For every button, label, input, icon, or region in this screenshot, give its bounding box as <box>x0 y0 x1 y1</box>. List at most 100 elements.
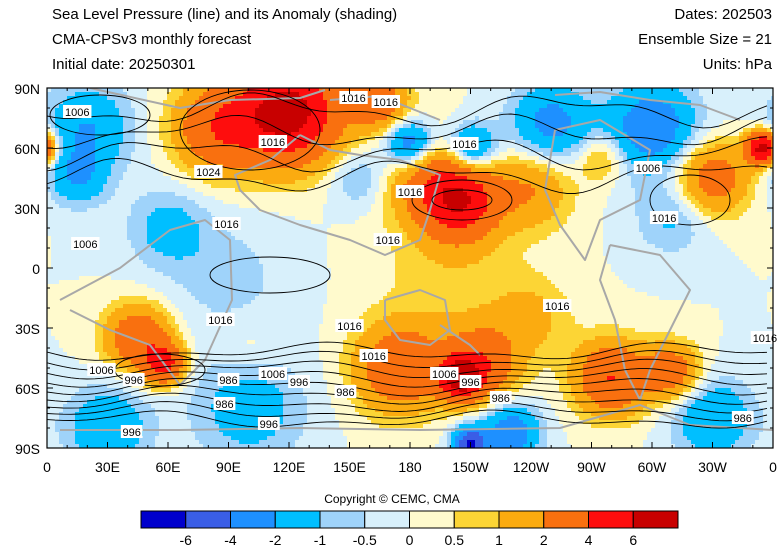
contour-label-bg <box>335 319 364 332</box>
contour-label-bg <box>371 95 400 108</box>
contour-label-bg <box>217 373 240 386</box>
y-tick-label: 90N <box>14 81 40 97</box>
contour-label-bg <box>257 417 280 430</box>
contour-label-bg <box>122 373 145 386</box>
contour-label-bg <box>258 367 288 380</box>
contour-label: 986 <box>492 393 510 405</box>
colorbar-swatch <box>498 510 545 529</box>
colorbar-label: 1 <box>495 532 503 548</box>
copyright-text: Copyright © CEMC, CMA <box>324 492 460 506</box>
contour-label-bg <box>334 385 357 398</box>
contour-label-bg <box>649 211 679 224</box>
y-tick-label: 30N <box>14 201 40 217</box>
contour-label: 1024 <box>196 167 220 179</box>
contour-label: 1006 <box>73 239 97 251</box>
contour-label: 1006 <box>65 107 89 119</box>
contour-label: 1016 <box>261 137 285 149</box>
colorbar-label: 6 <box>629 532 637 548</box>
contour-label-bg <box>194 165 223 178</box>
contour-label: 996 <box>125 375 143 387</box>
colorbar-label: 0 <box>406 532 414 548</box>
contour-label-bg <box>206 313 235 326</box>
contour-label-bg <box>430 367 459 380</box>
colorbar-swatch <box>140 510 187 529</box>
contour-label: 1016 <box>341 93 365 105</box>
colorbar-swatch <box>274 510 321 529</box>
contour-label-bg <box>731 411 754 424</box>
x-tick-label: 0 <box>769 459 777 475</box>
colorbar-swatch <box>409 510 455 529</box>
contour-label-bg <box>258 135 288 148</box>
contour-label-bg <box>489 391 512 404</box>
colorbar-swatch <box>319 510 366 529</box>
contour-label-bg <box>633 161 663 174</box>
colorbar-swatch <box>632 510 679 529</box>
x-tick-label: 30W <box>698 459 728 475</box>
contour-label: 1006 <box>89 365 113 377</box>
contour-label: 996 <box>260 419 278 431</box>
contour-label: 1016 <box>214 219 238 231</box>
contour-labels: 1016 1016 1006 1016 1016 1024 1016 1006 1016 1016… <box>63 91 780 439</box>
contour-label: 986 <box>336 387 354 399</box>
units-label: Units: hPa <box>702 56 772 73</box>
forecast-dates: Dates: 202503 <box>674 6 772 23</box>
colorbar-label: -2 <box>269 532 282 548</box>
chart-subtitle: CMA-CPSv3 monthly forecast <box>52 31 252 48</box>
y-tick-label: 0 <box>32 261 40 277</box>
contour-label-bg <box>543 299 572 312</box>
x-tick-label: 60E <box>156 459 181 475</box>
x-tick-label: 150W <box>452 459 489 475</box>
contour-label: 986 <box>734 413 752 425</box>
contour-label-bg <box>288 375 310 388</box>
x-tick-label: 90E <box>216 459 241 475</box>
x-tick-label: 60W <box>638 459 668 475</box>
contour-label: 1016 <box>337 321 361 333</box>
y-tick-label: 60N <box>14 141 40 157</box>
y-tick-label: 90S <box>15 441 40 457</box>
contour-label: 1016 <box>208 315 232 327</box>
colorbar-swatch <box>364 510 410 529</box>
colorbar-swatch <box>588 510 634 529</box>
x-tick-label: 30E <box>95 459 120 475</box>
y-tick-label: 60S <box>15 381 40 397</box>
contour-label: 1016 <box>361 351 385 363</box>
contour-label-bg <box>750 331 780 344</box>
contour-label-bg <box>359 349 388 362</box>
contour-label-bg <box>395 185 425 198</box>
contour-label: 996 <box>123 427 141 439</box>
colorbar-label: 4 <box>585 532 593 548</box>
x-tick-label: 90W <box>577 459 607 475</box>
contour-label: 996 <box>461 377 479 389</box>
contour-label-bg <box>87 363 116 376</box>
colorbar-label: -4 <box>224 532 237 548</box>
contour-label: 1016 <box>753 333 777 345</box>
contour-label: 1016 <box>452 139 476 151</box>
contour-label-bg <box>339 91 368 104</box>
contour-label: 1016 <box>652 213 676 225</box>
colorbar-label: -1 <box>314 532 327 548</box>
colorbar-swatch <box>185 510 231 529</box>
contour-label: 1016 <box>398 187 422 199</box>
contour-label: 986 <box>215 399 233 411</box>
x-tick-label: 0 <box>43 459 51 475</box>
x-tick-label: 180 <box>398 459 422 475</box>
contour-label-bg <box>71 237 100 250</box>
x-tick-label: 120W <box>513 459 550 475</box>
x-tick-label: 120E <box>273 459 306 475</box>
colorbar-label: -0.5 <box>353 532 377 548</box>
contour-label-bg <box>63 105 92 118</box>
colorbar-swatch <box>230 510 276 529</box>
ensemble-size: Ensemble Size = 21 <box>638 31 772 48</box>
contour-label: 1006 <box>636 163 660 175</box>
coastlines <box>59 88 773 431</box>
contour-label: 1016 <box>545 301 569 313</box>
colorbar-label: -6 <box>180 532 193 548</box>
contour-label: 1006 <box>261 369 285 381</box>
contour-label: 1016 <box>374 97 398 109</box>
contour-label: 1016 <box>376 235 400 247</box>
x-tick-label: 150E <box>333 459 366 475</box>
contour-label-bg <box>373 233 403 246</box>
y-tick-label: 30S <box>15 321 40 337</box>
colorbar-label: 2 <box>540 532 548 548</box>
